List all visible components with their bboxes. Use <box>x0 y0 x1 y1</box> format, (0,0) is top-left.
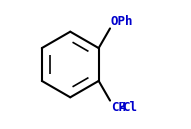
Text: Cl: Cl <box>123 101 138 114</box>
Text: CH: CH <box>111 101 126 114</box>
Text: 2: 2 <box>120 102 125 111</box>
Text: OPh: OPh <box>111 15 133 28</box>
